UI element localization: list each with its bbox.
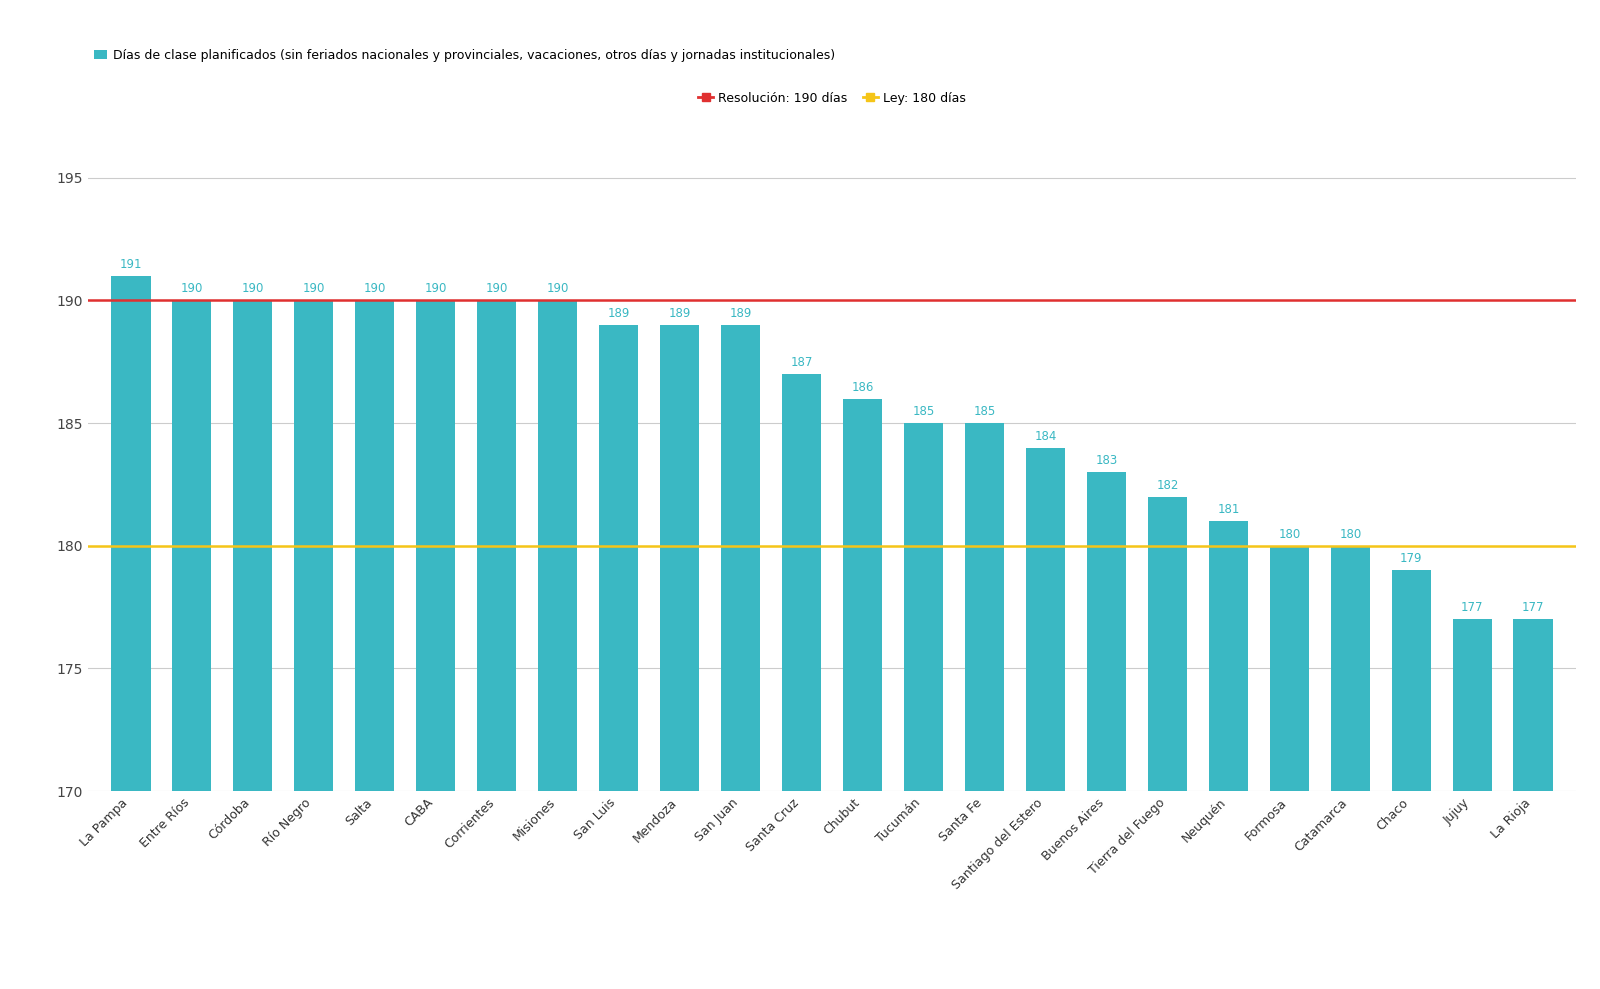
Bar [1269,546,1309,791]
Bar [659,325,699,791]
Bar [965,423,1005,791]
Text: 189: 189 [730,307,752,320]
Text: 189: 189 [608,307,630,320]
Legend: Resolución: 190 días, Ley: 180 días: Resolución: 190 días, Ley: 180 días [699,92,965,105]
Bar [234,301,272,791]
Text: 177: 177 [1461,601,1483,614]
Text: 181: 181 [1218,503,1240,516]
Bar [294,301,333,791]
Bar [904,423,944,791]
Bar [598,325,638,791]
Bar [1453,619,1493,791]
Text: 184: 184 [1034,429,1056,443]
Bar [110,276,150,791]
Bar [1331,546,1370,791]
Text: 190: 190 [242,283,264,296]
Bar [1147,496,1187,791]
Text: 190: 190 [302,283,325,296]
Text: 191: 191 [120,258,142,271]
Text: 190: 190 [363,283,386,296]
Bar [1392,571,1430,791]
Text: 190: 190 [424,283,446,296]
Text: 177: 177 [1522,601,1544,614]
Text: 179: 179 [1400,553,1422,566]
Text: 189: 189 [669,307,691,320]
Text: 185: 185 [912,405,934,418]
Text: 182: 182 [1157,479,1179,492]
Text: 190: 190 [485,283,507,296]
Text: 180: 180 [1278,528,1301,541]
Bar [538,301,578,791]
Text: 185: 185 [973,405,995,418]
Text: 180: 180 [1339,528,1362,541]
Bar [171,301,211,791]
Bar [1086,472,1126,791]
Text: 190: 190 [181,283,203,296]
Text: 183: 183 [1096,454,1117,467]
Bar [782,374,821,791]
Bar [477,301,517,791]
Text: 186: 186 [851,381,874,394]
Text: 187: 187 [790,356,813,369]
Bar [1026,448,1066,791]
Text: 190: 190 [546,283,568,296]
Bar [1514,619,1554,791]
Bar [720,325,760,791]
Bar [416,301,456,791]
Bar [355,301,395,791]
Bar [1208,521,1248,791]
Bar [843,399,882,791]
